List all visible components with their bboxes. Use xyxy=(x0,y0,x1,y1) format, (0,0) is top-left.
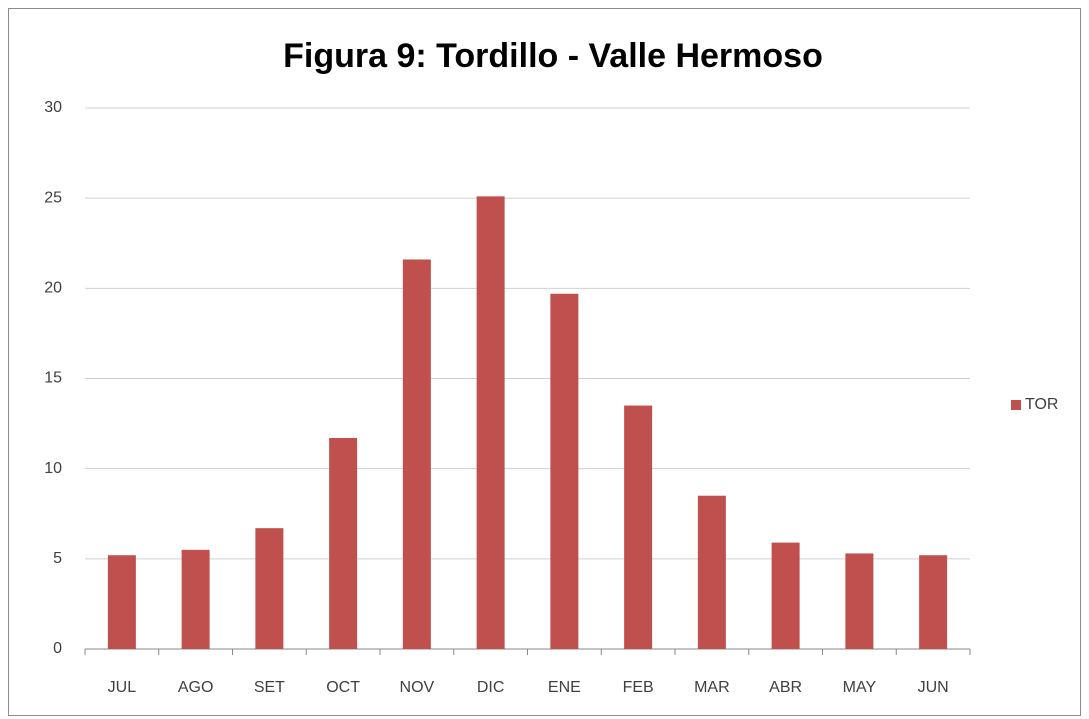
x-tick-label: SET xyxy=(254,679,285,696)
bar xyxy=(845,553,874,649)
bar xyxy=(181,549,210,649)
x-tick-label: JUN xyxy=(918,679,949,696)
x-tick-label: DIC xyxy=(477,679,505,696)
bar xyxy=(329,438,358,649)
x-tick-label: FEB xyxy=(623,679,654,696)
x-tick-label: JUL xyxy=(108,679,137,696)
y-tick-label: 20 xyxy=(44,280,62,297)
y-tick-label: 15 xyxy=(44,370,62,387)
bar xyxy=(476,196,505,649)
bar xyxy=(402,259,431,649)
x-tick-label: NOV xyxy=(400,679,435,696)
y-tick-label: 30 xyxy=(44,99,62,116)
bar xyxy=(919,555,948,649)
chart-title: Figura 9: Tordillo - Valle Hermoso xyxy=(283,37,823,75)
y-tick-label: 10 xyxy=(44,460,62,477)
bar xyxy=(697,495,726,649)
bar xyxy=(550,293,579,649)
legend-label: TOR xyxy=(1025,396,1058,413)
x-tick-label: MAY xyxy=(843,679,877,696)
y-tick-label: 0 xyxy=(53,640,62,657)
y-tick-label: 5 xyxy=(53,550,62,567)
x-tick-label: MAR xyxy=(694,679,730,696)
bar xyxy=(624,405,653,649)
bar xyxy=(771,542,800,649)
x-tick-label: AGO xyxy=(178,679,214,696)
x-tick-label: ABR xyxy=(769,679,802,696)
bar xyxy=(107,555,136,649)
x-tick-label: OCT xyxy=(326,679,360,696)
x-tick-label: ENE xyxy=(548,679,581,696)
bar xyxy=(255,528,284,649)
legend-swatch xyxy=(1011,400,1021,410)
y-tick-label: 25 xyxy=(44,189,62,206)
